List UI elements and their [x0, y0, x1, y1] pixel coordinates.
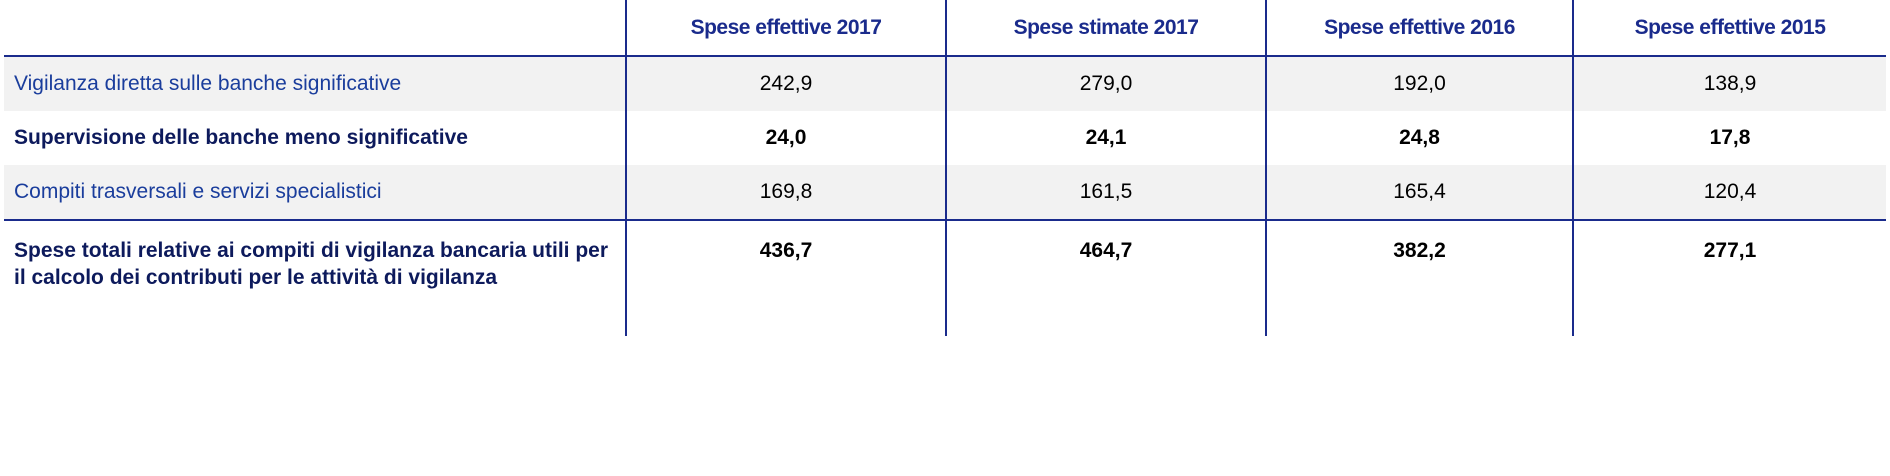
value-cell: 120,4: [1572, 165, 1886, 220]
table-row: Vigilanza diretta sulle banche significa…: [4, 56, 1886, 111]
value-cell: 24,1: [945, 111, 1266, 165]
table-row: Compiti trasversali e servizi specialist…: [4, 165, 1886, 220]
row-label: Spese totali relative ai compiti di vigi…: [4, 219, 626, 336]
header-cell: Spese effettive 2017: [625, 0, 946, 57]
value-cell: 138,9: [1572, 56, 1886, 111]
value-cell: 24,8: [1265, 111, 1573, 165]
header-cell: Spese effettive 2015: [1572, 0, 1886, 57]
table-row: Supervisione delle banche meno significa…: [4, 111, 1886, 165]
header-row: Spese effettive 2017 Spese stimate 2017 Sp…: [4, 0, 1886, 57]
value-cell: 192,0: [1265, 56, 1573, 111]
row-label: Compiti trasversali e servizi specialist…: [4, 165, 626, 220]
value-cell: 24,0: [625, 111, 946, 165]
header-cell: Spese stimate 2017: [945, 0, 1266, 57]
value-cell: 277,1: [1572, 219, 1886, 336]
row-label: Supervisione delle banche meno significa…: [14, 126, 468, 149]
header-cell: [4, 0, 626, 57]
row-label: Vigilanza diretta sulle banche significa…: [4, 56, 626, 111]
header-cell: Spese effettive 2016: [1265, 0, 1573, 57]
value-cell: 165,4: [1265, 165, 1573, 220]
value-cell: 382,2: [1265, 219, 1573, 336]
value-cell: 279,0: [945, 56, 1266, 111]
value-cell: 169,8: [625, 165, 946, 220]
table-row: Spese totali relative ai compiti di vigi…: [4, 219, 1886, 336]
value-cell: 17,8: [1572, 111, 1886, 165]
value-cell: 242,9: [625, 56, 946, 111]
value-cell: 436,7: [625, 219, 946, 336]
cost-table: Spese effettive 2017 Spese stimate 2017 Sp…: [4, 0, 1886, 336]
value-cell: 161,5: [945, 165, 1266, 220]
value-cell: 464,7: [945, 219, 1266, 336]
